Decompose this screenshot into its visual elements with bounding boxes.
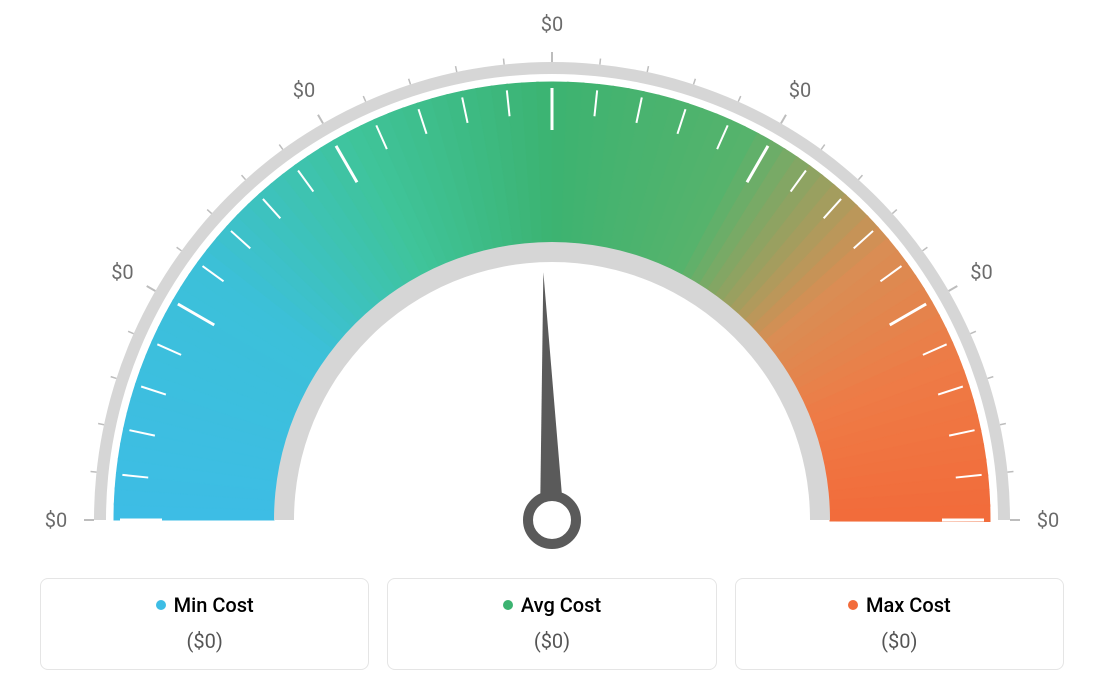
legend-card-avg: Avg Cost ($0) [387, 578, 716, 670]
legend-card-min: Min Cost ($0) [40, 578, 369, 670]
legend-dot-max [848, 600, 858, 610]
legend-dot-min [156, 600, 166, 610]
legend-dot-avg [503, 600, 513, 610]
legend-card-max: Max Cost ($0) [735, 578, 1064, 670]
legend-label-min: Min Cost [174, 593, 254, 617]
gauge-tick-label: $0 [45, 508, 67, 532]
legend-value-max: ($0) [746, 629, 1053, 653]
gauge-tick-label: $0 [970, 260, 992, 284]
gauge-chart: $0 $0 $0 $0 $0 $0 $0 [0, 0, 1104, 560]
gauge-tick-label: $0 [111, 260, 133, 284]
gauge-tick-label: $0 [293, 78, 315, 102]
legend-title-max: Max Cost [848, 593, 951, 617]
gauge-svg [0, 0, 1104, 560]
gauge-tick-label: $0 [1037, 508, 1059, 532]
legend-title-avg: Avg Cost [503, 593, 601, 617]
legend-label-max: Max Cost [866, 593, 951, 617]
legend-value-min: ($0) [51, 629, 358, 653]
legend-row: Min Cost ($0) Avg Cost ($0) Max Cost ($0… [0, 578, 1104, 670]
legend-value-avg: ($0) [398, 629, 705, 653]
legend-label-avg: Avg Cost [521, 593, 601, 617]
gauge-tick-label: $0 [789, 78, 811, 102]
legend-title-min: Min Cost [156, 593, 254, 617]
gauge-tick-label: $0 [541, 12, 563, 36]
